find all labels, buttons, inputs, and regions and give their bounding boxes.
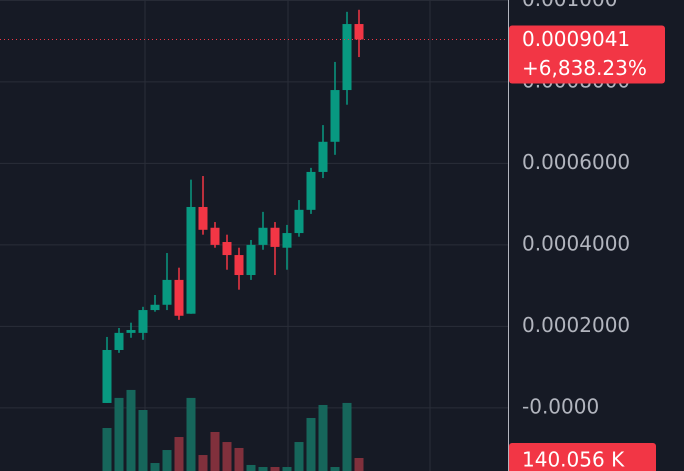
volume-bar [186,397,196,471]
volume-bar [342,402,352,471]
volume-bar [162,450,172,471]
axis-labels: 0.0009041 +6,838.23% 140.056 K [509,25,665,471]
volume-bar [114,397,124,471]
last-price-label: 0.0009041 [522,27,630,51]
volume-bar [354,457,364,471]
y-tick-label: -0.0000 [522,394,599,418]
volume-pane [102,389,364,471]
candle-body [222,242,232,256]
candle-body [318,141,328,172]
volume-bar [174,437,184,471]
candles [0,9,508,403]
volume-bar [102,428,112,471]
last-price-box [509,25,665,84]
candle-body [342,24,352,91]
candle-body [234,255,244,276]
candle-body [246,244,256,276]
candle-body [102,349,112,403]
candle-body [306,171,316,210]
volume-bar [126,389,136,471]
candle-body [150,304,160,311]
y-tick-label: 0.001000 [522,0,617,11]
last-volume-box [509,443,656,471]
candle-body [114,332,124,350]
candle-body [294,209,304,234]
volume-bar [150,463,160,471]
y-tick-label: 0.0002000 [522,313,630,337]
last-volume-label: 140.056 K [522,448,625,471]
candle-body [330,90,340,142]
candle-body [270,227,280,247]
candle-body [162,279,172,305]
change-label: +6,838.23% [522,56,647,80]
volume-bar [282,467,292,471]
candle-body [186,206,196,314]
volume-bar [198,455,208,471]
volume-bar [270,467,280,471]
grid [0,0,508,409]
volume-bar [234,447,244,471]
volume-bar [258,467,268,471]
candle-body [210,227,220,245]
volume-bar [246,464,256,471]
volume-bar [210,432,220,471]
volume-bar [222,442,232,471]
y-tick-label: 0.0004000 [522,231,630,255]
volume-bar [306,417,316,471]
volume-bar [318,404,328,471]
candle-body [174,279,184,316]
volume-bar [138,409,148,471]
candle-body [126,330,136,333]
y-tick-label: 0.0006000 [522,150,630,174]
candle-body [282,233,292,248]
candle-body [258,227,268,245]
volume-bar [330,467,340,471]
candle-body [198,206,208,230]
candle-body [138,310,148,333]
candle-body [354,24,364,40]
volume-bar [294,442,304,471]
